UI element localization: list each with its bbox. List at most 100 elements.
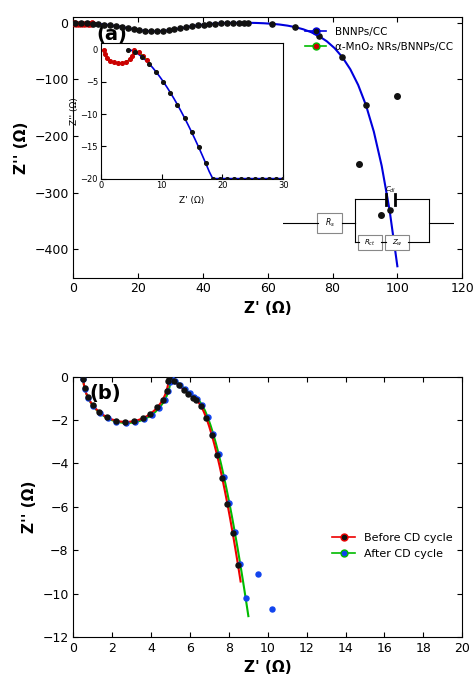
Point xyxy=(73,18,81,29)
Point xyxy=(72,18,79,29)
Point xyxy=(242,593,249,603)
Point xyxy=(185,388,192,399)
Point xyxy=(190,393,197,403)
Point xyxy=(86,18,93,29)
Text: (a): (a) xyxy=(97,25,128,44)
Point xyxy=(245,17,252,28)
Point xyxy=(159,25,166,36)
Point xyxy=(80,373,87,384)
Point xyxy=(141,25,149,36)
Point xyxy=(87,18,95,29)
Point xyxy=(234,559,242,570)
Point xyxy=(210,428,217,439)
Point xyxy=(113,416,120,427)
Point xyxy=(81,383,89,394)
Point xyxy=(172,375,179,386)
Point xyxy=(254,569,262,580)
Point xyxy=(95,18,102,29)
Point xyxy=(130,416,137,427)
X-axis label: Z' (Ω): Z' (Ω) xyxy=(244,301,292,316)
Point xyxy=(188,21,196,32)
Point xyxy=(159,394,166,405)
Point xyxy=(164,386,172,397)
Point xyxy=(237,558,244,569)
Point xyxy=(140,414,148,425)
Text: (b): (b) xyxy=(89,384,121,403)
Point xyxy=(83,18,91,29)
Point xyxy=(139,413,146,424)
Point xyxy=(89,17,96,28)
Point xyxy=(88,18,96,29)
Point xyxy=(154,402,161,413)
Point xyxy=(220,471,228,482)
Point xyxy=(213,449,221,460)
Point xyxy=(80,373,87,384)
Point xyxy=(181,384,189,395)
Y-axis label: Z'' (Ω): Z'' (Ω) xyxy=(14,121,29,173)
Point xyxy=(84,392,92,403)
Point xyxy=(155,403,163,414)
Point xyxy=(103,412,111,423)
Point xyxy=(215,448,222,459)
Point xyxy=(176,379,184,390)
Point xyxy=(355,159,362,170)
Point xyxy=(147,26,155,37)
Point xyxy=(268,18,276,29)
Point xyxy=(153,26,161,37)
Point xyxy=(229,527,237,538)
Point xyxy=(200,19,208,30)
Point xyxy=(192,395,200,406)
Point xyxy=(235,17,242,28)
Point xyxy=(206,18,213,29)
Point xyxy=(106,20,114,31)
Point xyxy=(226,498,233,509)
Point xyxy=(193,394,201,405)
Point xyxy=(148,409,156,420)
Point xyxy=(186,388,193,399)
Point xyxy=(223,18,231,29)
Point xyxy=(70,17,78,28)
Point xyxy=(176,23,184,34)
Legend: BNNPs/CC, α-MnO₂ NRs/BNNPs/CC: BNNPs/CC, α-MnO₂ NRs/BNNPs/CC xyxy=(301,23,457,56)
Point xyxy=(122,417,129,428)
Point xyxy=(89,400,97,411)
Point xyxy=(112,415,119,426)
Point xyxy=(112,21,120,32)
Point xyxy=(146,408,154,419)
Point xyxy=(100,19,108,30)
Point xyxy=(362,100,370,111)
Point xyxy=(191,392,198,403)
Point xyxy=(71,18,78,29)
Point xyxy=(377,210,385,221)
Point xyxy=(81,383,89,394)
X-axis label: Z' (Ω): Z' (Ω) xyxy=(244,660,292,675)
Legend: Before CD cycle, After CD cycle: Before CD cycle, After CD cycle xyxy=(328,529,456,563)
Point xyxy=(71,17,79,28)
Point xyxy=(292,22,299,33)
Point xyxy=(202,413,210,424)
Point xyxy=(77,18,85,29)
Point xyxy=(171,24,178,35)
Point xyxy=(339,52,346,63)
Point xyxy=(164,376,172,387)
Point xyxy=(163,386,170,397)
Point xyxy=(229,18,237,29)
Point xyxy=(170,375,177,386)
Point xyxy=(224,499,231,510)
Point xyxy=(175,379,182,390)
Point xyxy=(96,408,104,419)
Point xyxy=(211,18,219,29)
Point xyxy=(96,407,103,418)
Point xyxy=(79,18,87,29)
Point xyxy=(167,371,174,382)
Point xyxy=(104,413,111,424)
Y-axis label: Z'' (Ω): Z'' (Ω) xyxy=(22,481,36,533)
Point xyxy=(131,416,139,427)
Point xyxy=(241,17,248,28)
Point xyxy=(182,22,190,33)
Point xyxy=(268,603,275,614)
Point xyxy=(118,22,126,33)
Point xyxy=(208,429,216,440)
Point xyxy=(219,473,226,484)
Point xyxy=(75,18,82,29)
